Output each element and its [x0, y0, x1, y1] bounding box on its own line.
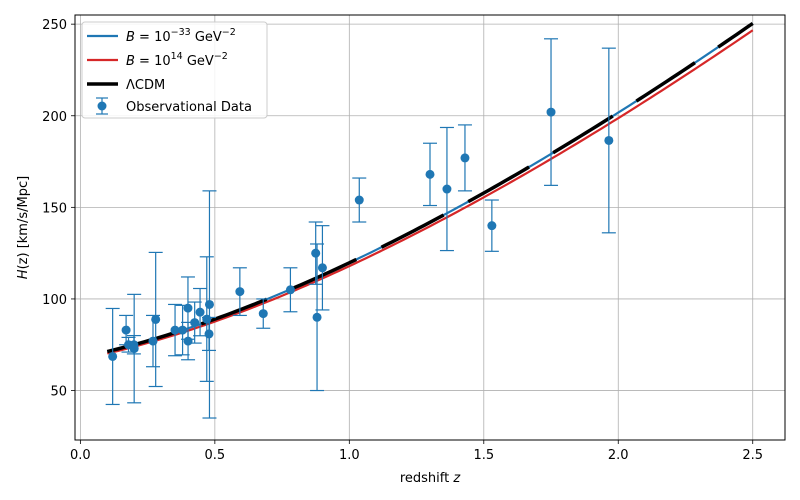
- legend-label: B = 1014 GeV−2: [126, 51, 228, 69]
- data-point: [127, 293, 142, 404]
- data-point: [423, 142, 437, 207]
- x-tick-label: 2.5: [742, 448, 763, 463]
- legend-entry: ΛCDM: [87, 78, 165, 93]
- x-axis-label: redshift z: [400, 471, 462, 486]
- data-point: [439, 126, 454, 252]
- legend-label: Observational Data: [126, 100, 252, 115]
- y-tick-label: 50: [50, 385, 67, 400]
- legend: B = 10−33 GeV−2 B = 1014 GeV−2 ΛCDM Observa…: [81, 21, 268, 119]
- curve-lcdm: [106, 21, 754, 354]
- grid: [75, 15, 785, 440]
- legend-label: B = 10−33 GeV−2: [126, 27, 236, 45]
- curve-b-1e14: [107, 29, 754, 355]
- legend-entry: B = 1014 GeV−2: [87, 51, 228, 69]
- legend-label: ΛCDM: [126, 78, 165, 93]
- data-point: [256, 298, 271, 329]
- data-marker: [183, 336, 193, 346]
- data-marker: [258, 309, 268, 319]
- data-marker: [425, 169, 435, 179]
- observational-data: [105, 38, 616, 419]
- data-marker: [129, 344, 139, 354]
- data-point: [105, 307, 120, 406]
- data-marker: [317, 263, 327, 273]
- y-tick-label: 100: [42, 293, 67, 308]
- legend-entry: Observational Data: [96, 97, 252, 115]
- data-marker: [285, 285, 295, 295]
- data-marker: [354, 195, 364, 205]
- legend-entry: B = 10−33 GeV−2: [87, 27, 236, 45]
- data-marker: [108, 351, 118, 361]
- data-marker: [442, 184, 452, 194]
- data-marker: [604, 135, 614, 145]
- data-point: [232, 267, 247, 317]
- data-point: [168, 303, 183, 357]
- legend-marker: [97, 101, 107, 111]
- data-marker: [546, 107, 556, 117]
- x-tick-label: 0.5: [205, 448, 226, 463]
- data-point: [544, 38, 559, 186]
- data-marker: [487, 221, 497, 231]
- data-point: [457, 124, 472, 192]
- data-point: [199, 256, 214, 382]
- x-tick-label: 1.0: [339, 448, 360, 463]
- data-marker: [204, 299, 214, 309]
- data-marker: [183, 303, 193, 313]
- data-point: [315, 225, 330, 311]
- data-marker: [151, 314, 161, 324]
- data-point: [148, 251, 163, 388]
- model-curves: [106, 21, 754, 355]
- data-marker: [178, 325, 188, 335]
- data-marker: [460, 153, 470, 163]
- y-axis-label: H(z) [km/s/Mpc]: [16, 176, 31, 279]
- data-marker: [235, 287, 245, 297]
- x-tick-label: 1.5: [473, 448, 494, 463]
- data-point: [308, 221, 323, 285]
- y-tick-label: 150: [42, 201, 67, 216]
- x-tick-label: 0.0: [70, 448, 91, 463]
- data-point: [193, 287, 208, 337]
- data-point: [180, 276, 195, 340]
- data-point: [283, 267, 298, 313]
- legend-box: [81, 21, 268, 119]
- data-marker: [311, 248, 321, 258]
- data-point: [484, 199, 499, 252]
- data-point: [202, 190, 217, 419]
- data-marker: [195, 307, 205, 317]
- axis-ticks: 0.0 0.5 1.0 1.5 2.0 2.5 50 100 150 200 250: [42, 18, 763, 463]
- data-point: [352, 177, 367, 223]
- x-tick-label: 2.0: [608, 448, 629, 463]
- plot-frame: [74, 14, 786, 441]
- y-tick-label: 250: [42, 18, 67, 33]
- data-marker: [312, 312, 322, 322]
- data-marker: [190, 318, 200, 328]
- y-tick-label: 200: [42, 110, 67, 125]
- data-marker: [170, 325, 180, 335]
- data-point: [310, 243, 325, 392]
- data-point: [601, 47, 616, 234]
- data-marker: [121, 325, 131, 335]
